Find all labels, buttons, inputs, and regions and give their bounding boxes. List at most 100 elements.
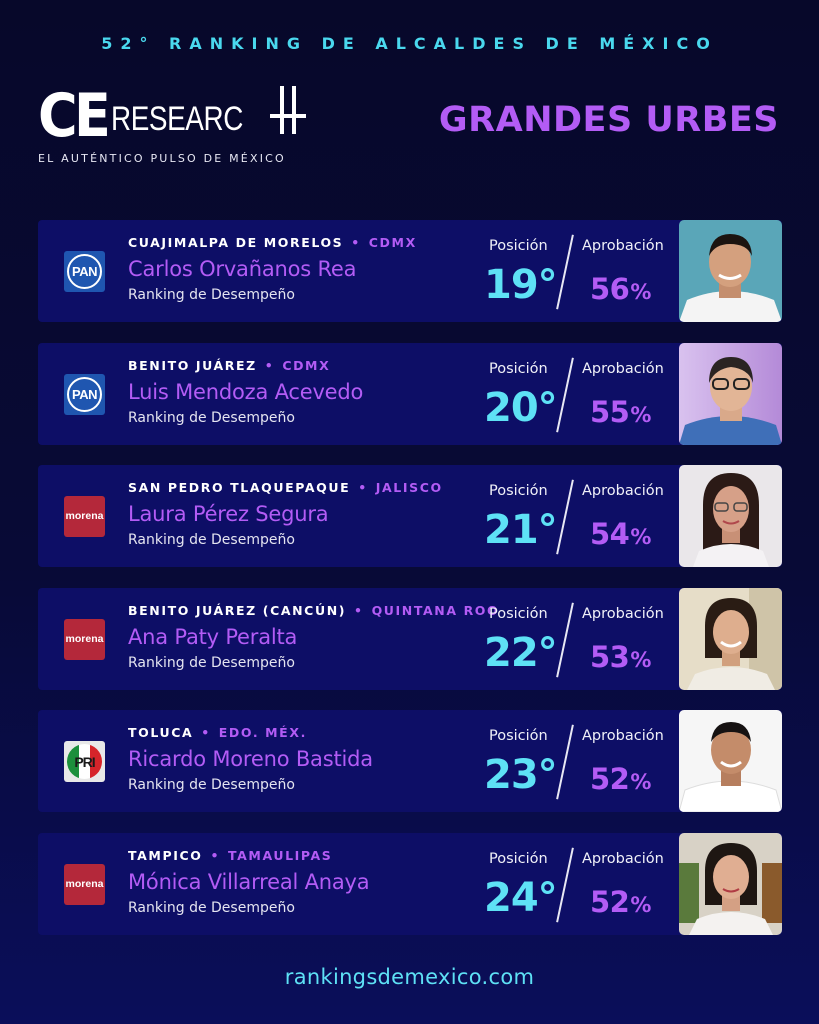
pri-logo-circle: PRI <box>67 744 102 779</box>
municipality-name: TAMPICO <box>128 847 203 863</box>
mayor-info: TAMPICO • TAMAULIPAS Mónica Villarreal A… <box>128 848 370 916</box>
divider <box>556 357 574 432</box>
position-value: 23° <box>484 752 558 798</box>
state-name: CDMX <box>282 357 331 373</box>
mayor-card: morena BENITO JUÁREZ (CANCÚN) • QUINTANA… <box>38 587 782 690</box>
position-value: 22° <box>484 629 558 676</box>
state-name: JALISCO <box>375 480 443 495</box>
divider <box>556 479 574 555</box>
pan-logo-text: PAN <box>67 376 102 412</box>
pan-logo-text: PAN <box>67 254 102 289</box>
pri-logo-icon: PRI <box>64 741 105 782</box>
position-label: Posición <box>489 483 548 499</box>
approval-number: 52 <box>590 762 630 796</box>
logo-wordmark: CE RESEARC <box>38 82 288 146</box>
approval-label: Aprobación <box>582 360 664 377</box>
position-value: 24° <box>484 874 558 921</box>
percent-sign: % <box>630 402 651 427</box>
position-label: Posición <box>489 360 548 377</box>
logo-hash-icon <box>270 86 306 134</box>
morena-logo-text: morena <box>65 510 104 522</box>
mayor-card: morena SAN PEDRO TLAQUEPAQUE • JALISCO L… <box>38 465 782 567</box>
mayor-card: morena TAMPICO • TAMAULIPAS Mónica Villa… <box>38 832 782 935</box>
section-title: GRANDES URBES <box>438 100 779 140</box>
mayor-photo <box>679 832 782 935</box>
divider <box>556 234 574 310</box>
ranking-label: Ranking de Desempeño <box>128 899 295 916</box>
approval-value: 56% <box>590 272 651 306</box>
municipality: TAMPICO • TAMAULIPAS <box>128 848 369 863</box>
municipality: TOLUCA • EDO. MÉX. <box>128 725 373 740</box>
logo-ce: CE <box>38 81 111 151</box>
mayor-photo <box>679 587 782 690</box>
percent-sign: % <box>630 280 651 304</box>
mayor-name: Laura Pérez Segura <box>128 502 329 526</box>
mayor-info: BENITO JUÁREZ • CDMX Luis Mendoza Aceved… <box>128 358 363 426</box>
position-label: Posición <box>489 238 548 254</box>
municipality: BENITO JUÁREZ (CANCÚN) • QUINTANA ROO <box>128 603 499 618</box>
approval-label: Aprobación <box>582 483 664 499</box>
position-label: Posición <box>489 850 548 867</box>
separator: • <box>354 602 364 618</box>
mayor-info: BENITO JUÁREZ (CANCÚN) • QUINTANA ROO An… <box>128 603 499 671</box>
mayor-info: CUAJIMALPA DE MORELOS • CDMX Carlos Orva… <box>128 235 417 303</box>
mayor-card: PRI TOLUCA • EDO. MÉX. Ricardo Moreno Ba… <box>38 710 782 812</box>
approval-label: Aprobación <box>582 238 664 254</box>
pan-logo-icon: PAN <box>64 251 105 292</box>
position-label: Posición <box>489 728 548 744</box>
approval-number: 56 <box>590 272 630 306</box>
state-name: CDMX <box>368 235 417 250</box>
approval-value: 55% <box>590 395 651 429</box>
municipality-name: BENITO JUÁREZ (CANCÚN) <box>128 602 347 618</box>
mayor-info: SAN PEDRO TLAQUEPAQUE • JALISCO Laura Pé… <box>128 480 443 548</box>
percent-sign: % <box>630 770 651 794</box>
mayor-name: Mónica Villarreal Anaya <box>128 869 370 894</box>
separator: • <box>210 847 221 863</box>
mayor-name: Ana Paty Peralta <box>128 624 298 649</box>
divider <box>556 602 574 677</box>
pri-logo-text: PRI <box>74 753 95 770</box>
approval-number: 52 <box>590 884 630 919</box>
municipality-name: SAN PEDRO TLAQUEPAQUE <box>128 480 351 495</box>
pan-logo-icon: PAN <box>64 373 105 415</box>
mayor-name: Carlos Orvañanos Rea <box>128 257 357 281</box>
approval-value: 53% <box>590 640 651 674</box>
approval-label: Aprobación <box>582 605 664 622</box>
position-value: 19° <box>484 262 558 308</box>
top-title: 52° RANKING DE ALCALDES DE MÉXICO <box>101 34 718 53</box>
mayor-card: PAN BENITO JUÁREZ • CDMX Luis Mendoza Ac… <box>38 342 782 445</box>
separator: • <box>201 725 211 740</box>
ce-research-logo: CE RESEARC EL AUTÉNTICO PULSO DE MÉXICO <box>38 82 306 172</box>
municipality-name: TOLUCA <box>128 725 194 740</box>
percent-sign: % <box>630 892 651 917</box>
approval-number: 53 <box>590 639 630 674</box>
municipality: BENITO JUÁREZ • CDMX <box>128 358 363 373</box>
approval-label: Aprobación <box>582 850 664 867</box>
state-name: QUINTANA ROO <box>371 602 500 618</box>
percent-sign: % <box>630 525 651 549</box>
mayor-card: PAN CUAJIMALPA DE MORELOS • CDMX Carlos … <box>38 220 782 322</box>
approval-value: 52% <box>590 762 651 796</box>
position-value: 21° <box>484 507 558 553</box>
divider <box>556 724 574 800</box>
position-value: 20° <box>484 384 558 431</box>
separator: • <box>358 480 368 495</box>
mayor-photo <box>679 220 782 322</box>
logo-tagline: EL AUTÉNTICO PULSO DE MÉXICO <box>38 152 286 165</box>
morena-logo-icon: morena <box>64 496 105 537</box>
position-label: Posición <box>489 605 548 622</box>
approval-value: 54% <box>590 517 651 551</box>
separator: • <box>351 235 361 250</box>
morena-logo-text: morena <box>65 877 104 890</box>
morena-logo-icon: morena <box>64 618 105 660</box>
footer-url[interactable]: rankingsdemexico.com <box>284 965 535 989</box>
ranking-label: Ranking de Desempeño <box>128 654 295 671</box>
logo-research: RESEARC <box>111 100 243 138</box>
approval-number: 54 <box>590 517 630 551</box>
approval-number: 55 <box>590 394 630 429</box>
approval-label: Aprobación <box>582 728 664 744</box>
morena-logo-icon: morena <box>64 863 105 905</box>
state-name: TAMAULIPAS <box>227 847 333 863</box>
mayor-name: Ricardo Moreno Bastida <box>128 747 373 771</box>
municipality-name: CUAJIMALPA DE MORELOS <box>128 235 344 250</box>
